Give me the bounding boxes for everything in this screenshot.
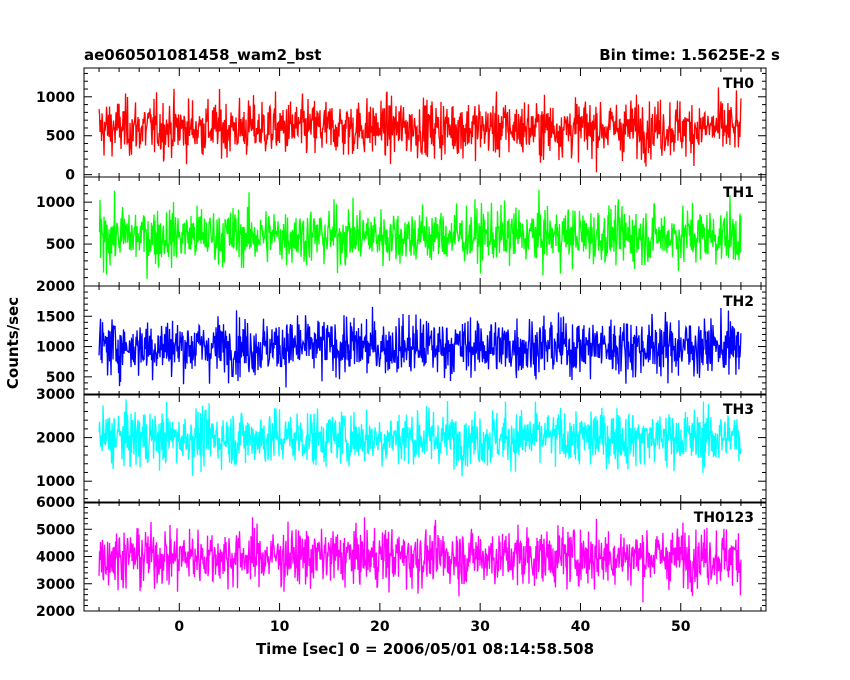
y-tick-label: 500 [46, 237, 75, 253]
x-tick-label: 40 [571, 619, 591, 635]
panel-label-th1: TH1 [723, 185, 754, 201]
panel-label-th3: TH3 [723, 402, 754, 418]
y-tick-label: 500 [46, 129, 75, 145]
panel-th2: TH2 500 1000 1500 2000 [36, 279, 767, 396]
panel-th1: TH1 500 1000 [36, 176, 767, 287]
y-tick-label: 6000 [36, 495, 75, 511]
series-line-th2 [98, 306, 742, 388]
y-tick-label: 500 [46, 370, 75, 386]
series-line-th3 [98, 399, 742, 477]
y-tick-label: 2000 [36, 279, 75, 295]
y-tick-label: 4000 [36, 550, 75, 566]
x-axis: 0 10 20 30 40 50 [174, 619, 690, 635]
y-tick-label: 1500 [36, 309, 75, 325]
panel-label-th2: TH2 [723, 294, 754, 310]
y-tick-label: 5000 [36, 522, 75, 538]
y-tick-label: 1000 [36, 195, 75, 211]
x-tick-label: 20 [370, 619, 390, 635]
x-axis-label: Time [sec] 0 = 2006/05/01 08:14:58.508 [256, 640, 594, 658]
x-tick-label: 10 [270, 619, 290, 635]
x-tick-label: 30 [470, 619, 490, 635]
y-tick-label: 0 [65, 168, 75, 184]
y-tick-label: 1000 [36, 90, 75, 106]
panel-th0: TH0 0 500 1000 [36, 67, 767, 184]
panel-frame [83, 393, 767, 504]
series-line-th0123 [98, 517, 742, 603]
x-tick-label: 0 [174, 619, 184, 635]
panel-label-th0: TH0 [723, 76, 754, 92]
series-line-th0 [98, 87, 742, 173]
y-tick-label: 2000 [36, 431, 75, 447]
y-axis-label: Counts/sec [4, 297, 22, 389]
y-tick-label: 3000 [36, 387, 75, 403]
x-tick-label: 50 [671, 619, 691, 635]
bin-time-label: Bin time: 1.5625E-2 s [599, 46, 780, 64]
panel-th3: TH3 1000 2000 3000 [36, 387, 767, 504]
panels-group: TH005001000TH15001000TH2500100015002000T… [36, 67, 767, 620]
y-tick-label: 2000 [36, 604, 75, 620]
y-tick-label: 1000 [36, 340, 75, 356]
series-line-th1 [98, 189, 742, 279]
y-tick-label: 3000 [36, 577, 75, 593]
panel-label-th0123: TH0123 [694, 510, 754, 526]
y-tick-label: 1000 [36, 474, 75, 490]
panel-th0123: TH0123 2000 3000 4000 5000 6000 [36, 495, 767, 620]
chart-title: ae060501081458_wam2_bst [84, 46, 321, 64]
